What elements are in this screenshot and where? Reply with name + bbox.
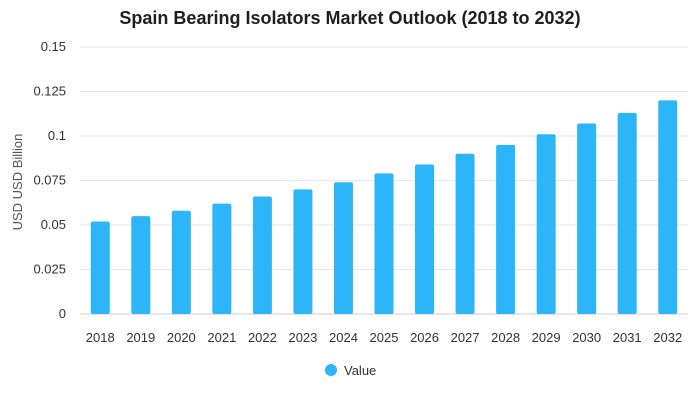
x-tick-label: 2031 bbox=[613, 330, 642, 345]
x-tick-label: 2028 bbox=[491, 330, 520, 345]
x-tick-label: 2030 bbox=[572, 330, 601, 345]
bar-2026[interactable] bbox=[415, 164, 435, 314]
x-tick-label: 2029 bbox=[532, 330, 561, 345]
y-axis-label: USD USD Billion bbox=[10, 134, 25, 231]
y-tick-label: 0.075 bbox=[33, 173, 66, 188]
bar-2031[interactable] bbox=[617, 112, 637, 314]
y-tick-label: 0.05 bbox=[41, 217, 66, 232]
x-tick-label: 2021 bbox=[207, 330, 236, 345]
x-tick-label: 2020 bbox=[167, 330, 196, 345]
bar-2030[interactable] bbox=[577, 123, 597, 314]
y-tick-label: 0.125 bbox=[33, 84, 66, 99]
x-tick-label: 2032 bbox=[653, 330, 682, 345]
x-axis-ticks: 2018 2019 2020 2021 2022 2023 2024 2025 2026 2027… bbox=[86, 330, 682, 345]
x-tick-label: 2018 bbox=[86, 330, 115, 345]
x-tick-label: 2026 bbox=[410, 330, 439, 345]
legend[interactable]: Value bbox=[325, 363, 376, 378]
bar-2020[interactable] bbox=[171, 210, 191, 314]
x-tick-label: 2025 bbox=[370, 330, 399, 345]
bars bbox=[90, 100, 678, 315]
bar-2032[interactable] bbox=[658, 100, 678, 315]
y-axis-ticks: 0 0.025 0.05 0.075 0.1 0.125 0.15 bbox=[33, 39, 66, 321]
bar-2022[interactable] bbox=[252, 196, 272, 314]
x-tick-label: 2023 bbox=[288, 330, 317, 345]
bar-2029[interactable] bbox=[536, 134, 556, 314]
y-tick-label: 0.025 bbox=[33, 262, 66, 277]
x-tick-label: 2024 bbox=[329, 330, 358, 345]
bar-2019[interactable] bbox=[131, 216, 151, 314]
bar-2027[interactable] bbox=[455, 153, 475, 314]
y-tick-label: 0.15 bbox=[41, 39, 66, 54]
bar-2021[interactable] bbox=[212, 203, 232, 314]
y-tick-label: 0 bbox=[59, 306, 66, 321]
bar-2028[interactable] bbox=[496, 144, 516, 314]
chart-title: Spain Bearing Isolators Market Outlook (… bbox=[119, 8, 581, 28]
bar-2018[interactable] bbox=[90, 221, 110, 314]
x-tick-label: 2019 bbox=[126, 330, 155, 345]
x-tick-label: 2027 bbox=[451, 330, 480, 345]
legend-label: Value bbox=[344, 363, 376, 378]
legend-swatch-icon bbox=[325, 364, 337, 376]
bar-2025[interactable] bbox=[374, 173, 394, 314]
bar-2023[interactable] bbox=[293, 189, 313, 314]
x-tick-label: 2022 bbox=[248, 330, 277, 345]
y-tick-label: 0.1 bbox=[48, 128, 66, 143]
bar-2024[interactable] bbox=[333, 182, 353, 314]
